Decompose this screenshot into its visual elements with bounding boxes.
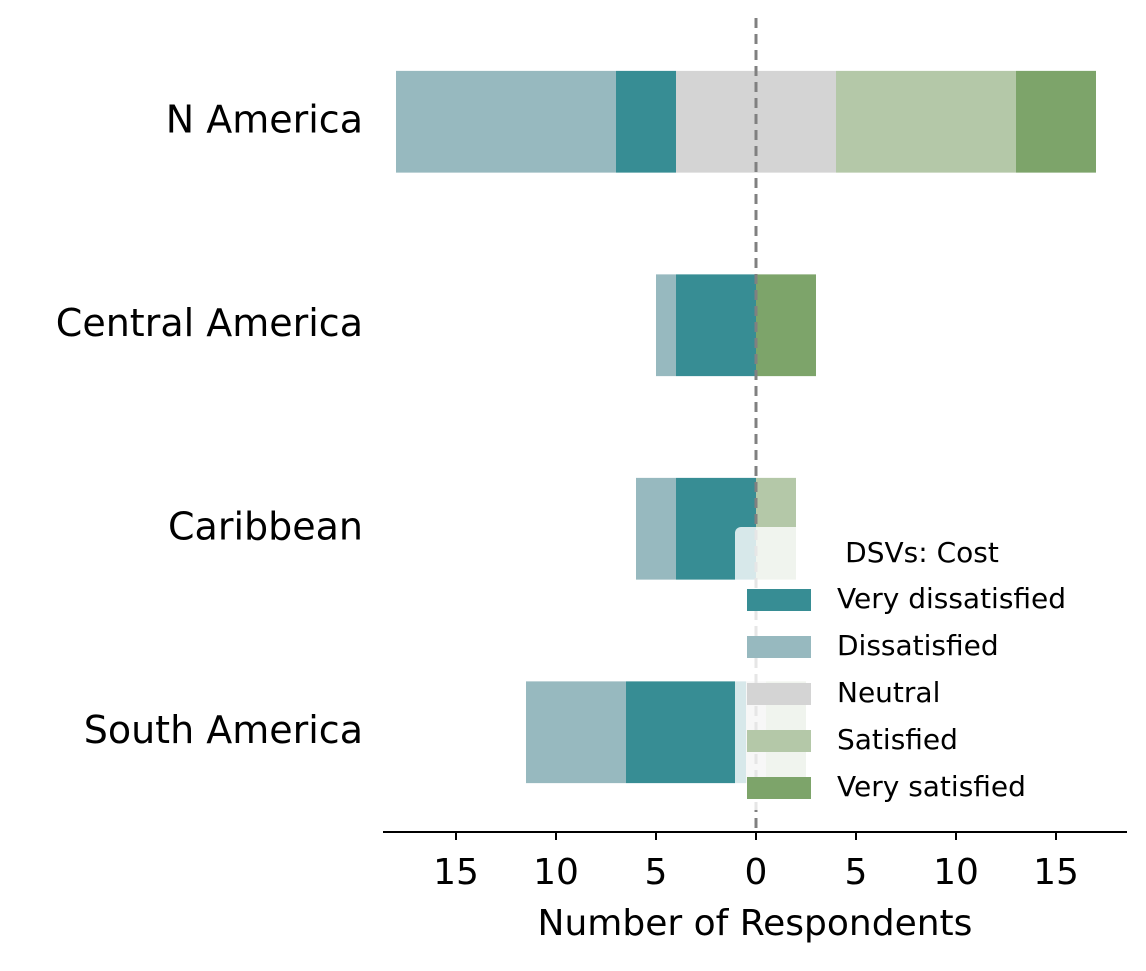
category-label: Caribbean: [168, 504, 363, 548]
legend-label: Dissatisfied: [837, 629, 999, 662]
bar-segment: [626, 681, 746, 784]
bar-segment: [676, 274, 756, 377]
x-axis-label: Number of Respondents: [538, 903, 973, 944]
category-label: N America: [166, 97, 363, 141]
category-label: Central America: [56, 301, 363, 345]
legend-label: Neutral: [837, 676, 940, 709]
x-tick-label: 15: [433, 852, 479, 893]
bar-segment: [636, 477, 676, 580]
legend-swatch: [747, 683, 811, 705]
category-label: South America: [84, 708, 363, 752]
x-tick-label: 0: [745, 852, 768, 893]
bar-segment: [656, 274, 676, 377]
legend: DSVs: Cost Very dissatisfied Dissatisfied N…: [735, 527, 1110, 810]
legend-label: Satisfied: [837, 723, 958, 756]
legend-box: [735, 527, 1110, 810]
x-tick-label: 15: [1033, 852, 1079, 893]
legend-swatch: [747, 730, 811, 752]
legend-label: Very dissatisfied: [837, 582, 1066, 615]
x-tick-label: 5: [645, 852, 668, 893]
legend-swatch: [747, 589, 811, 611]
x-tick-label: 5: [845, 852, 868, 893]
x-tick-label: 10: [933, 852, 979, 893]
bar-segment: [396, 70, 616, 173]
legend-swatch: [747, 636, 811, 658]
bar-segment: [1016, 70, 1096, 173]
legend-title: DSVs: Cost: [845, 536, 999, 569]
legend-label: Very satisfied: [837, 770, 1026, 803]
x-tick-label: 10: [533, 852, 579, 893]
bar-segment: [836, 70, 1016, 173]
bar-segment: [756, 274, 816, 377]
bar-segment: [616, 70, 676, 173]
bar-segment: [526, 681, 626, 784]
legend-swatch: [747, 777, 811, 799]
